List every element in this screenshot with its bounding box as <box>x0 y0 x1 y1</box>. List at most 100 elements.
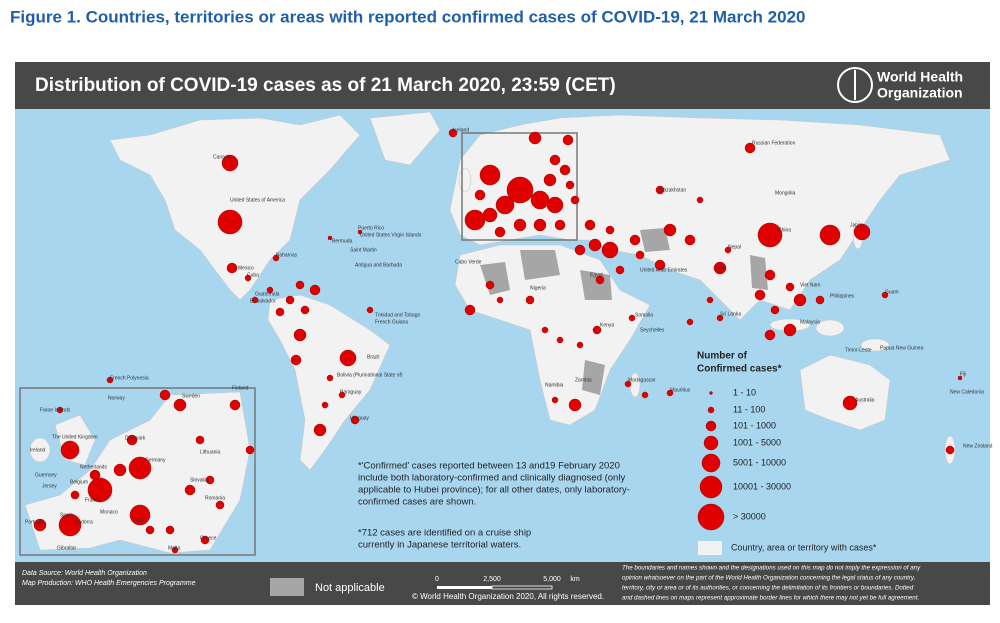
land <box>109 111 956 471</box>
place-label: Bolivia (Plurinational State of) <box>337 372 403 378</box>
case-marker <box>853 223 871 241</box>
case-marker <box>584 219 596 231</box>
case-marker <box>793 293 807 307</box>
legend-marker <box>703 435 719 451</box>
map-title: Distribution of COVID-19 cases as of 21 … <box>35 75 616 96</box>
inset-label: Jersey <box>42 483 57 489</box>
case-marker <box>559 164 571 176</box>
place-label: Russian Federation <box>752 140 796 146</box>
inset-label: Romania <box>205 495 225 501</box>
case-marker <box>205 475 215 485</box>
place-label: Malaysia <box>800 319 820 325</box>
disclaimer-line: territory, city or area or of its author… <box>622 585 914 592</box>
legend-label: 101 - 1000 <box>733 420 776 430</box>
case-marker <box>592 325 602 335</box>
case-marker <box>764 269 776 281</box>
map-production: Map Production: WHO Health Emergencies P… <box>22 580 196 587</box>
case-marker <box>574 244 586 256</box>
place-label: United States of America <box>230 197 285 203</box>
case-marker <box>525 295 535 305</box>
place-label: Philippines <box>830 293 855 299</box>
case-marker <box>533 218 547 232</box>
case-marker <box>129 504 151 526</box>
place-label: New Caledonia <box>950 389 984 395</box>
place-label: Sri Lanka <box>720 311 741 317</box>
place-label: Japan <box>850 222 864 228</box>
case-marker <box>562 134 574 146</box>
case-marker <box>957 375 963 381</box>
note-line: currently in Japanese territorial waters… <box>358 540 521 551</box>
legend-label: 11 - 100 <box>733 404 765 414</box>
map-header <box>15 62 990 109</box>
case-marker <box>530 190 550 210</box>
case-marker <box>706 296 714 304</box>
inset-label: Norway <box>108 395 125 401</box>
case-marker <box>485 280 495 290</box>
place-label: Mexico <box>238 265 254 271</box>
case-marker <box>173 398 187 412</box>
case-marker <box>293 328 307 342</box>
case-marker <box>506 176 534 204</box>
case-marker <box>128 456 152 480</box>
case-marker <box>321 401 329 409</box>
place-label: Saint Martin <box>350 247 377 253</box>
inset-label: Germany <box>145 457 166 463</box>
case-marker <box>783 323 797 337</box>
case-marker <box>215 500 225 510</box>
case-marker <box>588 238 602 252</box>
place-label: Kenya <box>600 322 614 328</box>
case-marker <box>785 282 795 292</box>
inset-label: Italy <box>135 517 145 523</box>
inset-label: Sweden <box>182 393 200 399</box>
place-label: El Salvador <box>250 298 276 304</box>
note-line: confirmed cases are shown. <box>358 497 476 508</box>
case-marker <box>641 391 649 399</box>
case-marker <box>684 234 696 246</box>
place-label: United Arab Emirates <box>640 267 688 273</box>
case-marker <box>770 305 780 315</box>
case-marker <box>226 262 238 274</box>
case-marker <box>165 525 175 535</box>
place-label: Australia <box>855 397 875 403</box>
case-marker <box>666 389 674 397</box>
case-marker <box>200 535 210 545</box>
place-label: Trinidad and Tobago <box>375 312 421 318</box>
map-footer <box>15 562 990 605</box>
case-marker <box>819 224 841 246</box>
case-marker <box>474 189 486 201</box>
place-label: Bermuda <box>332 238 353 244</box>
inset-label: Greece <box>200 535 217 541</box>
place-label: French Guiana <box>375 319 408 325</box>
scale-label: 0 <box>435 576 439 583</box>
case-marker <box>89 469 101 481</box>
case-marker <box>724 246 732 254</box>
case-marker <box>272 254 280 262</box>
place-label: Viet Nam <box>800 282 820 288</box>
case-marker <box>568 398 582 412</box>
org-name: Organization <box>877 85 963 101</box>
legend-label: 1001 - 5000 <box>733 437 781 447</box>
case-marker <box>229 399 241 411</box>
scale-bar <box>437 586 492 589</box>
place-label: Egypt <box>590 272 603 278</box>
case-marker <box>495 195 515 215</box>
place-label: Nepal <box>728 244 741 250</box>
case-marker <box>195 435 205 445</box>
case-marker <box>546 196 564 214</box>
case-marker <box>549 154 561 166</box>
place-label: Iceland <box>453 127 469 133</box>
legend-marker <box>701 453 721 473</box>
legend-marker <box>705 420 717 432</box>
case-marker <box>663 223 677 237</box>
case-marker <box>629 234 641 246</box>
case-marker <box>295 280 305 290</box>
case-marker <box>464 304 476 316</box>
inset-label: Denmark <box>125 435 146 441</box>
place-label: Nigeria <box>530 285 546 291</box>
inset-label: Malta <box>168 545 180 551</box>
case-marker <box>554 219 566 231</box>
case-marker <box>570 195 580 205</box>
case-marker <box>496 296 504 304</box>
case-marker <box>171 546 179 554</box>
case-marker <box>528 131 542 145</box>
